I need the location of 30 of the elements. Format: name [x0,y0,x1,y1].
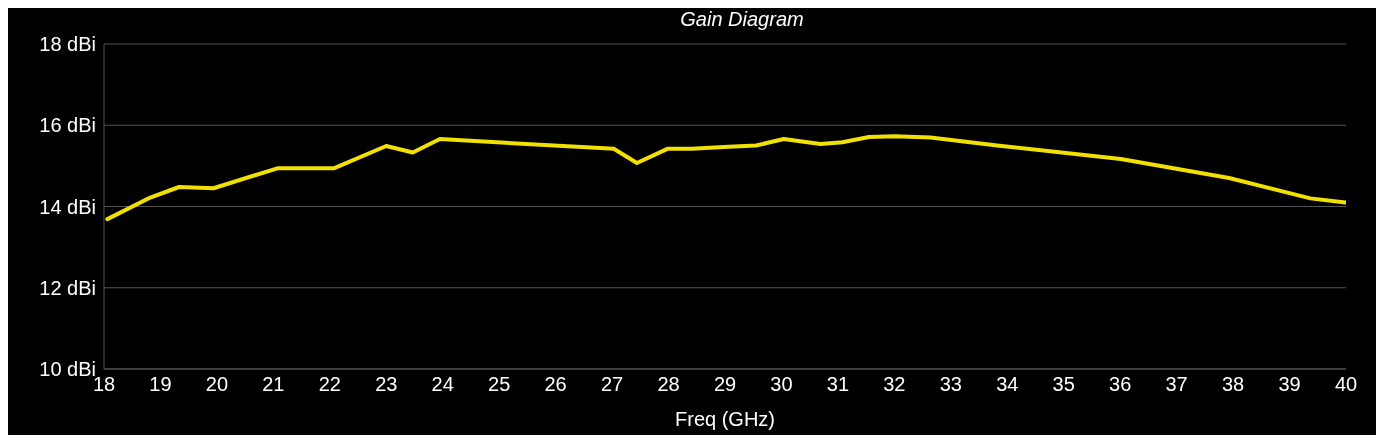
chart-title: Gain Diagram [679,8,805,30]
x-tick-label: 19 [149,373,172,396]
x-tick-label: 40 [1334,373,1358,396]
y-tick-label: 14 dBi [39,195,96,218]
x-tick-label: 31 [826,373,850,396]
x-tick-label: 33 [939,373,962,396]
y-tick-label: 16 dBi [39,114,96,137]
x-tick-label: 30 [770,373,793,396]
x-tick-label: 32 [883,373,906,396]
x-tick-label: 21 [262,373,285,396]
x-tick-label: 26 [544,373,567,396]
y-tick-label: 12 dBi [39,276,96,299]
x-tick-label: 37 [1165,373,1188,396]
x-tick-label: 36 [1109,373,1132,396]
x-tick-label: 29 [713,373,737,396]
x-axis-title: Freq (GHz) [675,408,775,430]
x-tick-label: 24 [431,373,454,396]
x-tick-label: 28 [657,373,680,396]
x-tick-label: 35 [1052,373,1075,396]
x-tick-label: 20 [205,373,229,396]
x-tick-label: 34 [996,373,1019,396]
y-tick-label: 10 dBi [39,358,96,381]
x-tick-label: 39 [1278,373,1301,396]
y-tick-label: 18 dBi [39,33,96,56]
x-tick-label: 38 [1221,373,1245,396]
line-series [105,134,1346,222]
x-tick-label: 25 [488,373,511,396]
x-tick-label: 22 [318,373,341,396]
x-tick-label: 23 [375,373,398,396]
x-tick-label: 27 [600,373,624,396]
